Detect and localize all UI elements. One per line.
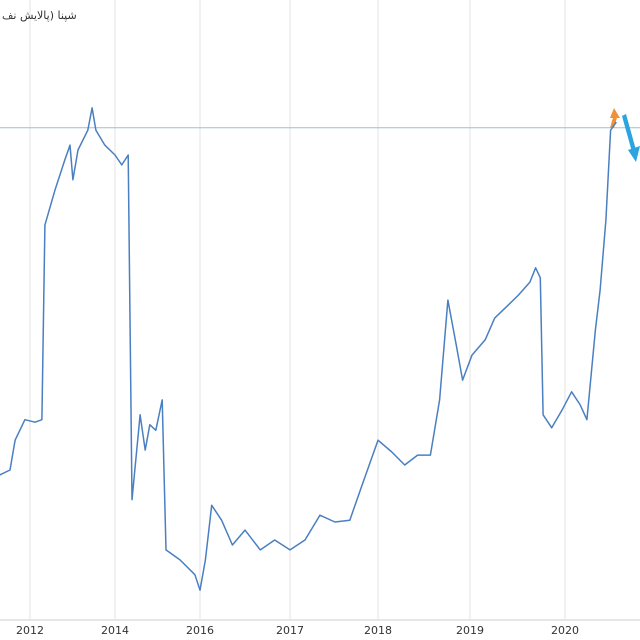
chart-title: شپنا (پالایش نف bbox=[2, 9, 77, 22]
x-tick-label: 2016 bbox=[186, 624, 214, 637]
down-arrow bbox=[622, 114, 640, 162]
x-tick-label: 2020 bbox=[551, 624, 579, 637]
x-tick-label: 2017 bbox=[276, 624, 304, 637]
price-line bbox=[0, 107, 617, 591]
x-tick-label: 2019 bbox=[456, 624, 484, 637]
x-tick-label: 2014 bbox=[101, 624, 129, 637]
x-tick-label: 2012 bbox=[16, 624, 44, 637]
up-arrow bbox=[610, 108, 620, 128]
x-tick-label: 2018 bbox=[364, 624, 392, 637]
